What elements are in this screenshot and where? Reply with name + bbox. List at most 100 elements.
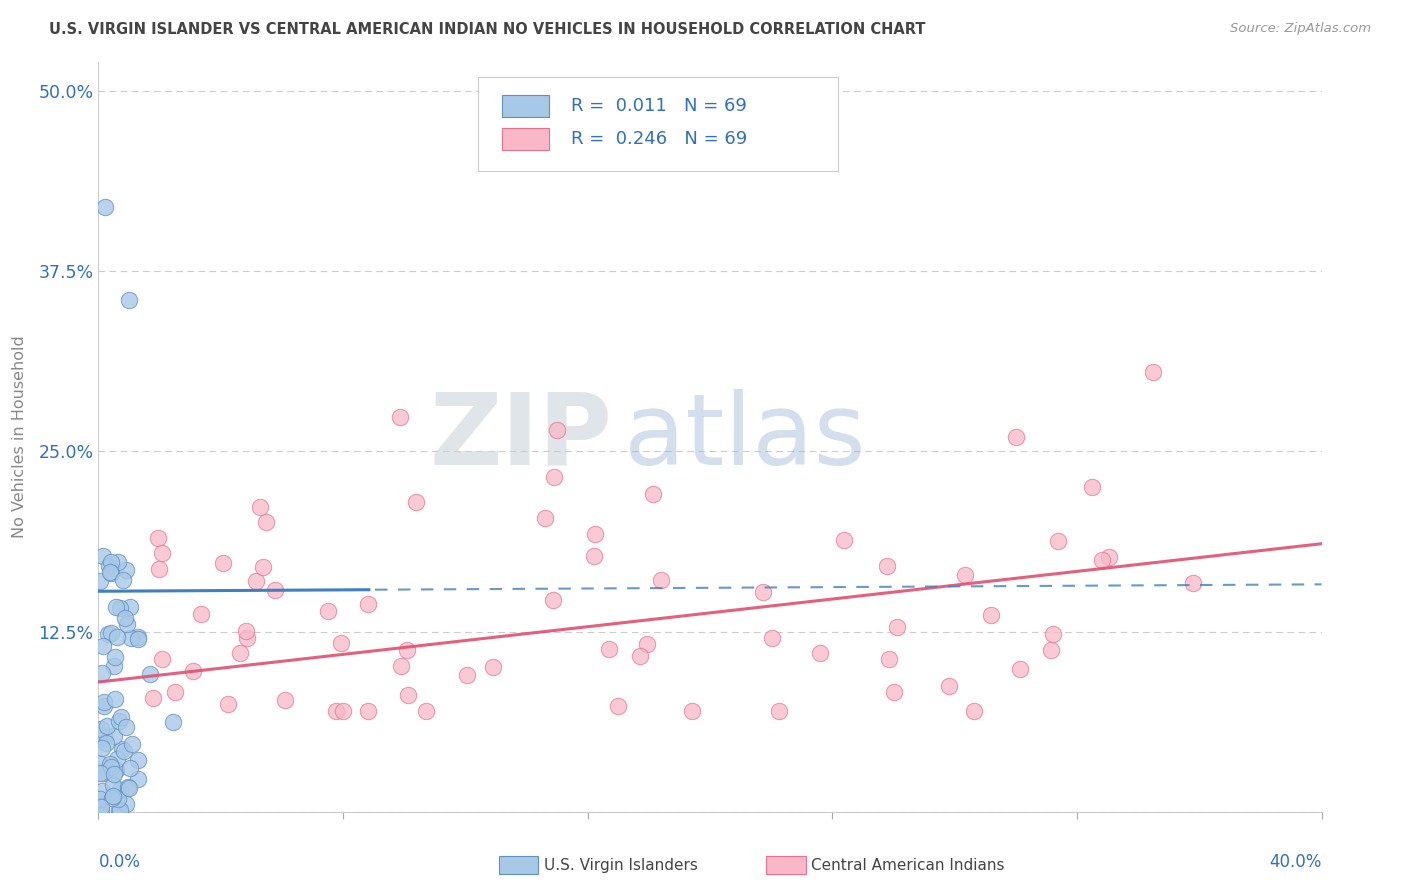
Point xyxy=(105,630,128,644)
Point xyxy=(980,607,1002,622)
Point xyxy=(115,563,138,577)
Point xyxy=(90,722,112,736)
Point xyxy=(543,469,565,483)
Point xyxy=(252,560,274,574)
Point xyxy=(217,698,239,712)
Point xyxy=(236,631,259,645)
Point xyxy=(103,659,125,673)
Point xyxy=(245,574,267,589)
Point xyxy=(883,685,905,699)
Point xyxy=(150,652,173,666)
Point xyxy=(108,601,131,615)
Point xyxy=(115,720,138,734)
Point xyxy=(146,531,169,545)
Point xyxy=(810,647,832,661)
Point xyxy=(105,752,128,766)
Point xyxy=(357,704,380,718)
Point xyxy=(93,730,115,744)
Point xyxy=(541,593,564,607)
Point xyxy=(118,781,141,796)
Point xyxy=(256,515,278,529)
Text: R =  0.246   N = 69: R = 0.246 N = 69 xyxy=(571,130,747,148)
Point xyxy=(396,688,419,702)
Text: Source: ZipAtlas.com: Source: ZipAtlas.com xyxy=(1230,22,1371,36)
Point xyxy=(98,559,121,574)
Point xyxy=(87,799,110,814)
Point xyxy=(117,780,139,794)
Point xyxy=(87,756,110,771)
Point xyxy=(89,574,111,588)
Point xyxy=(1081,480,1104,494)
Point xyxy=(127,632,149,646)
Point xyxy=(103,729,125,743)
Point xyxy=(229,646,252,660)
Point xyxy=(115,616,138,631)
Text: R =  0.011   N = 69: R = 0.011 N = 69 xyxy=(571,97,747,115)
Point xyxy=(834,533,856,548)
Point xyxy=(118,293,141,308)
Point xyxy=(534,511,557,525)
Point xyxy=(89,792,111,806)
Point xyxy=(405,495,427,509)
Point xyxy=(163,684,186,698)
Point xyxy=(481,659,503,673)
Point xyxy=(96,736,118,750)
Point xyxy=(332,704,354,718)
Point xyxy=(111,742,134,756)
Point xyxy=(98,565,121,579)
Point xyxy=(118,599,141,614)
Point xyxy=(150,546,173,560)
Point xyxy=(877,652,900,666)
Point xyxy=(112,744,135,758)
Point xyxy=(316,604,339,618)
Text: atlas: atlas xyxy=(624,389,866,485)
Point xyxy=(104,763,127,777)
Text: U.S. Virgin Islanders: U.S. Virgin Islanders xyxy=(544,858,697,872)
Point xyxy=(761,631,783,645)
Point xyxy=(139,666,162,681)
Point xyxy=(114,611,136,625)
Point xyxy=(107,791,129,805)
Point xyxy=(93,699,115,714)
Point xyxy=(953,568,976,582)
Point xyxy=(98,756,121,771)
Point xyxy=(1091,553,1114,567)
Point xyxy=(636,637,658,651)
Point xyxy=(1039,643,1062,657)
Point xyxy=(103,766,125,780)
Point xyxy=(118,761,141,775)
Point xyxy=(108,803,131,817)
Point xyxy=(100,625,122,640)
FancyBboxPatch shape xyxy=(502,128,548,150)
Point xyxy=(583,526,606,541)
Point xyxy=(120,631,142,645)
Point xyxy=(107,555,129,569)
Point xyxy=(263,583,285,598)
Point xyxy=(876,558,898,573)
Text: U.S. VIRGIN ISLANDER VS CENTRAL AMERICAN INDIAN NO VEHICLES IN HOUSEHOLD CORRELA: U.S. VIRGIN ISLANDER VS CENTRAL AMERICAN… xyxy=(49,22,925,37)
Point xyxy=(104,600,127,615)
Point xyxy=(546,424,568,438)
Point xyxy=(108,714,131,728)
Point xyxy=(91,639,114,653)
Point xyxy=(415,704,437,718)
Point xyxy=(181,664,204,678)
Point xyxy=(212,556,235,570)
Point xyxy=(142,691,165,706)
Point xyxy=(1142,365,1164,379)
Point xyxy=(235,624,257,639)
Point xyxy=(97,627,120,641)
Point xyxy=(606,699,628,714)
Point xyxy=(1098,550,1121,565)
Point xyxy=(90,800,112,814)
Point xyxy=(100,760,122,774)
Point xyxy=(938,679,960,693)
FancyBboxPatch shape xyxy=(502,95,548,117)
Point xyxy=(1182,576,1205,591)
Point xyxy=(641,487,664,501)
Point xyxy=(598,641,620,656)
Point xyxy=(127,753,149,767)
Point xyxy=(100,566,122,581)
Point xyxy=(249,500,271,514)
Point xyxy=(91,766,114,780)
